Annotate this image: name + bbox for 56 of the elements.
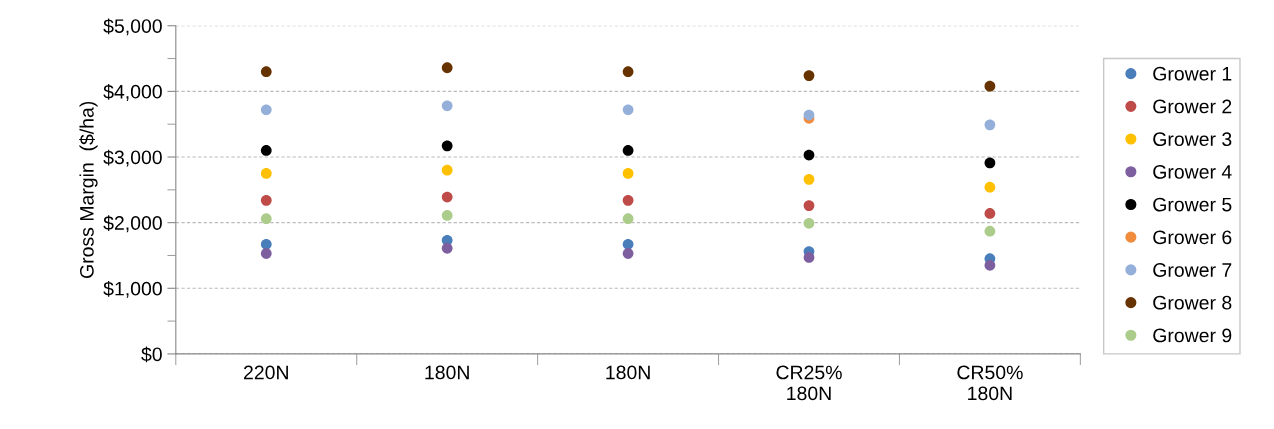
point xyxy=(260,213,272,225)
legend-label: Grower 5 xyxy=(1153,197,1232,212)
point xyxy=(441,140,453,152)
point xyxy=(260,104,272,116)
point xyxy=(441,164,453,176)
y-tick-label: $5,000 xyxy=(103,18,162,36)
point xyxy=(260,168,272,179)
point xyxy=(984,80,996,92)
point xyxy=(260,238,272,250)
x-tick-label: CR50% 180N xyxy=(957,365,1023,401)
y-tick-label: $4,000 xyxy=(103,84,162,101)
point xyxy=(622,194,634,206)
y-tick-label: $2,000 xyxy=(103,215,162,233)
x-tick-label: 220N xyxy=(244,365,288,380)
legend-label: Grower 6 xyxy=(1153,230,1232,245)
legend-label: Grower 7 xyxy=(1153,263,1232,277)
point xyxy=(803,217,815,229)
point xyxy=(803,70,815,81)
point xyxy=(622,66,634,78)
legend-label: Grower 2 xyxy=(1153,99,1232,114)
y-tick-label: $3,000 xyxy=(103,149,162,167)
legend-label: Grower 3 xyxy=(1153,132,1232,147)
legend-label: Grower 4 xyxy=(1153,164,1232,179)
point xyxy=(260,248,272,259)
legend-label: Grower 8 xyxy=(1153,295,1232,310)
point xyxy=(803,173,815,185)
point xyxy=(984,157,996,169)
y-tick-label: $1,000 xyxy=(103,280,162,298)
legend-label: Grower 9 xyxy=(1153,328,1232,343)
y-axis-title: Gross Margin ($/ha) xyxy=(79,101,98,278)
point xyxy=(984,208,996,219)
point xyxy=(622,213,634,225)
point xyxy=(441,62,453,74)
point xyxy=(622,168,634,179)
point xyxy=(260,145,272,156)
point xyxy=(622,104,634,116)
x-tick-label: 180N xyxy=(425,365,469,380)
point xyxy=(622,248,634,259)
point xyxy=(260,194,272,206)
point xyxy=(984,119,996,131)
point xyxy=(803,252,815,263)
point xyxy=(441,100,453,112)
point xyxy=(441,242,453,254)
point xyxy=(803,200,815,211)
point xyxy=(260,66,272,78)
y-tick-label: $0 xyxy=(141,346,162,363)
point xyxy=(984,225,996,237)
point xyxy=(441,191,453,203)
point xyxy=(984,259,996,271)
point xyxy=(984,181,996,193)
x-tick-label: CR25% 180N xyxy=(776,365,842,401)
x-tick-label: 180N xyxy=(606,365,650,380)
point xyxy=(441,210,453,221)
point xyxy=(803,149,815,161)
point xyxy=(622,145,634,156)
legend-label: Grower 1 xyxy=(1153,66,1232,81)
